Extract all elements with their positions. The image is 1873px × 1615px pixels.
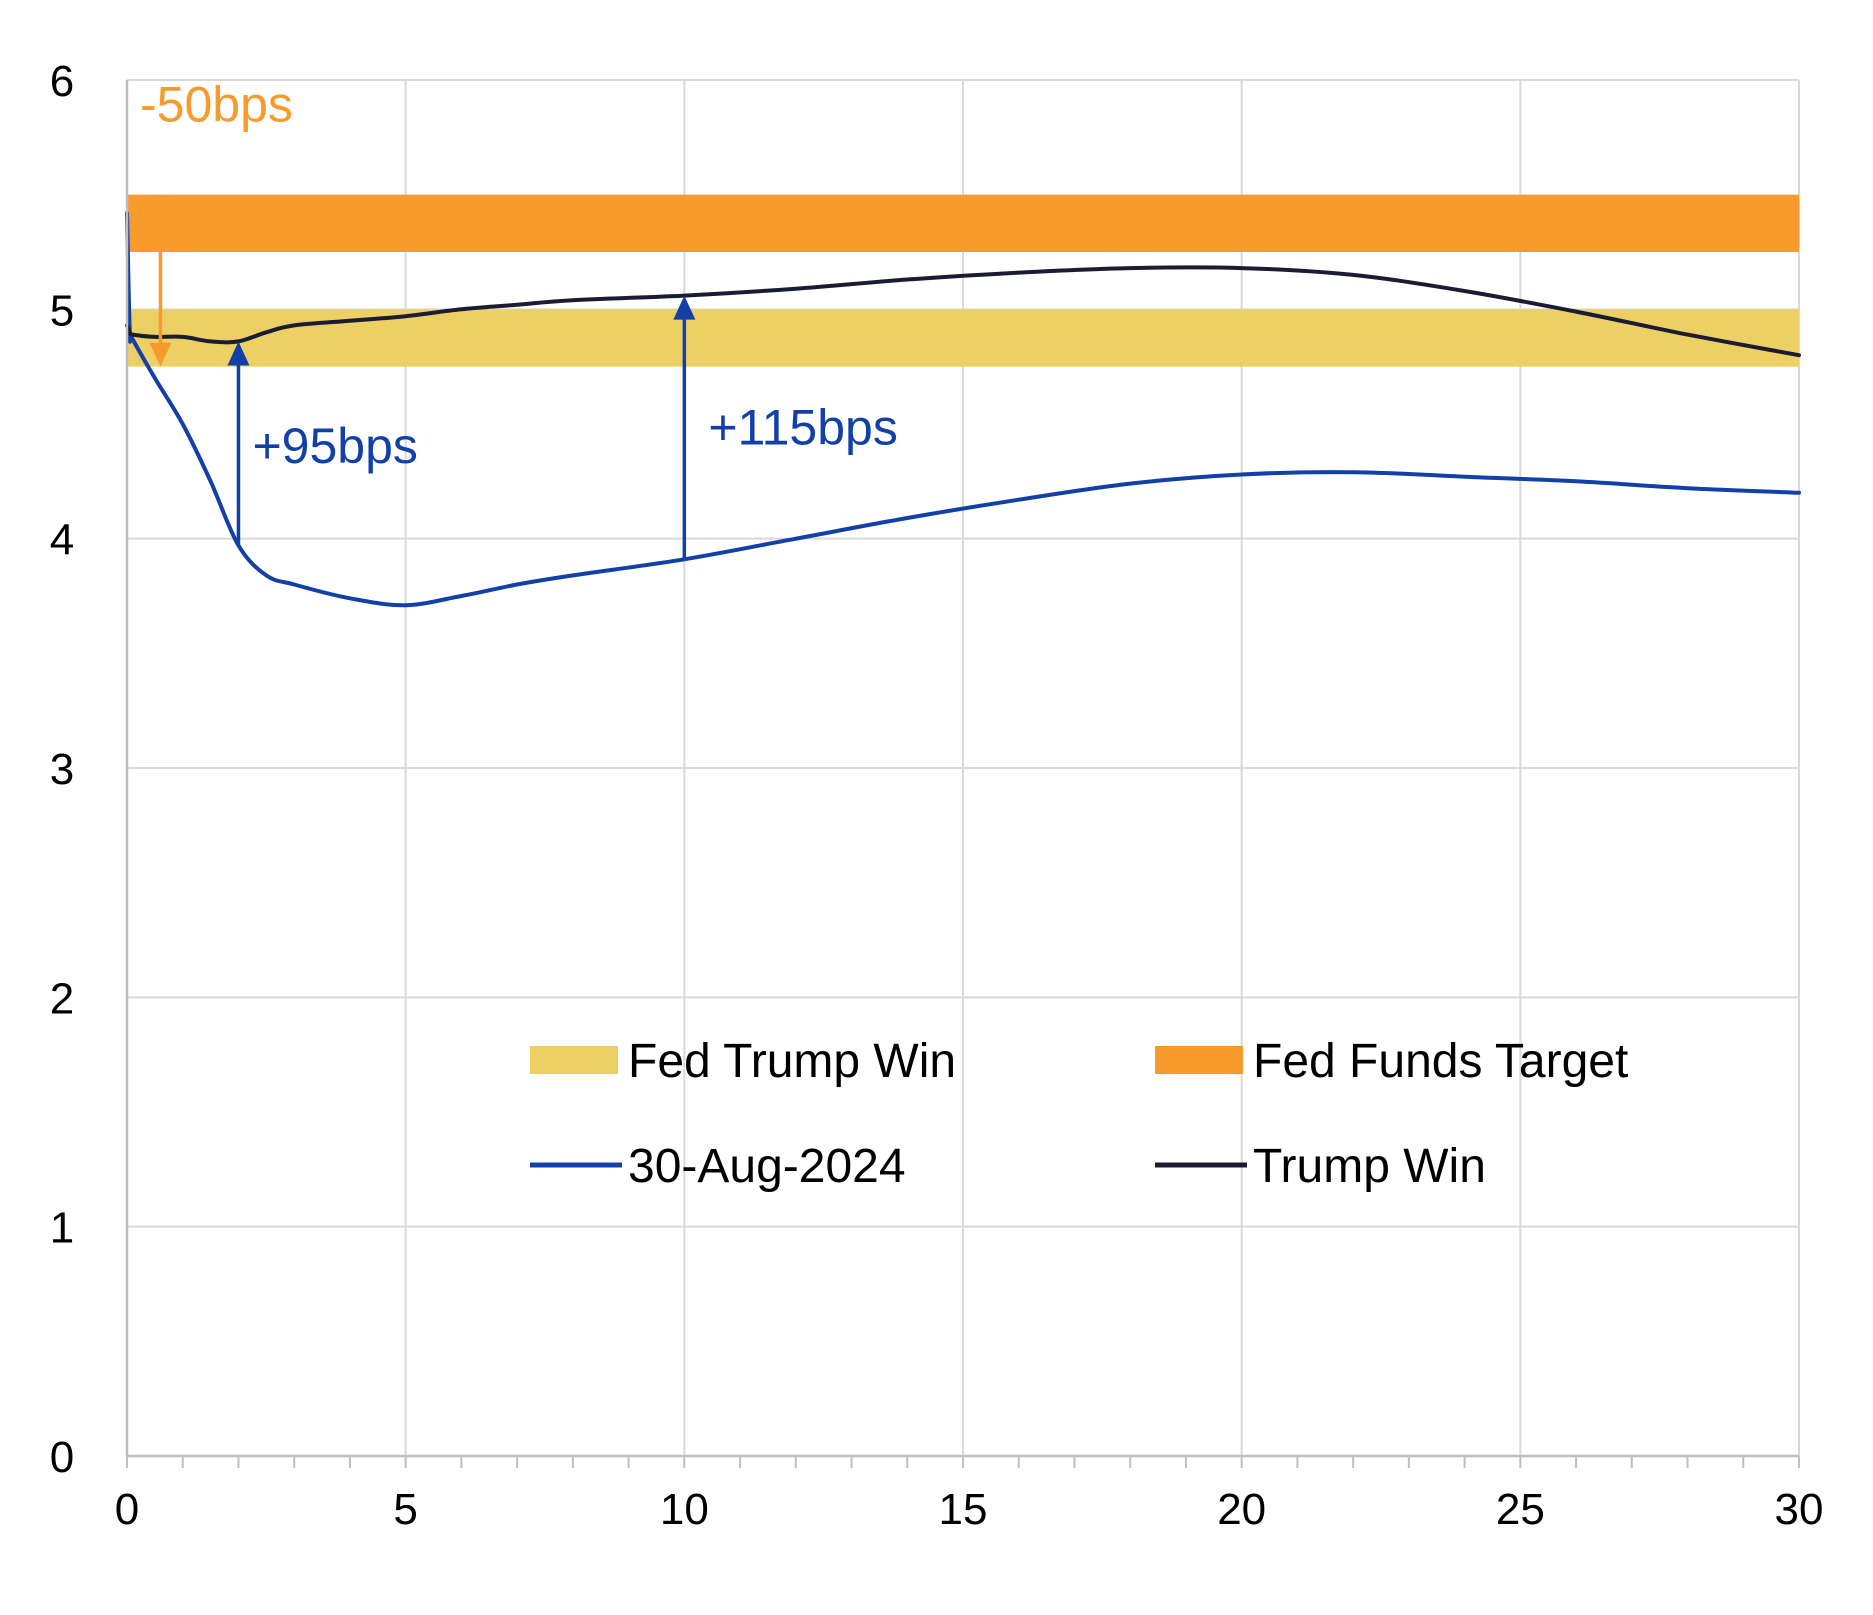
annotation-arrow-head <box>149 342 172 367</box>
y-tick-label: 3 <box>50 745 74 794</box>
annotation-label: +95bps <box>252 418 417 474</box>
series <box>125 211 1801 608</box>
x-tick-label: 25 <box>1496 1485 1545 1534</box>
x-tick-label: 15 <box>939 1485 988 1534</box>
y-tick-label: 6 <box>50 57 74 106</box>
band-fed-funds-target <box>127 194 1799 252</box>
series-line-30-aug-2024 <box>125 211 1801 608</box>
series-line-trump-win <box>125 265 1801 358</box>
legend-label: 30-Aug-2024 <box>628 1140 906 1193</box>
legend-swatch <box>530 1046 618 1074</box>
band-fed-trump-win <box>127 309 1799 367</box>
annotation-label: -50bps <box>140 76 293 132</box>
bands <box>127 194 1799 367</box>
legend-swatch <box>1155 1046 1243 1074</box>
y-tick-label: 2 <box>50 974 74 1023</box>
x-tick-label: 0 <box>115 1485 139 1534</box>
x-tick-label: 20 <box>1217 1485 1266 1534</box>
legend-item: Fed Trump Win <box>530 1035 956 1088</box>
legend-item: 30-Aug-2024 <box>530 1140 906 1193</box>
annotation-arrow-head <box>227 341 250 366</box>
y-tick-label: 0 <box>50 1433 74 1482</box>
legend-item: Trump Win <box>1155 1140 1486 1193</box>
x-tick-label: 5 <box>393 1485 417 1534</box>
legend-item: Fed Funds Target <box>1155 1035 1628 1088</box>
legend-label: Fed Trump Win <box>628 1035 956 1088</box>
x-tick-label: 30 <box>1775 1485 1824 1534</box>
y-tick-label: 1 <box>50 1204 74 1253</box>
annotation-arrow-head <box>673 295 696 320</box>
x-tick-label: 10 <box>660 1485 709 1534</box>
annotations: -50bps +95bps +115bps <box>140 76 898 560</box>
legend-label: Trump Win <box>1253 1140 1486 1193</box>
legend: Fed Trump Win Fed Funds Target 30-Aug-2024… <box>530 1035 1628 1193</box>
legend-label: Fed Funds Target <box>1253 1035 1628 1088</box>
annotation-label: +115bps <box>708 400 898 456</box>
axes: 0 5 10 15 20 25 30 0 1 2 3 4 5 6 <box>50 57 1824 1534</box>
y-tick-label: 5 <box>50 286 74 335</box>
grid <box>127 79 1800 1456</box>
y-tick-label: 4 <box>50 516 74 565</box>
